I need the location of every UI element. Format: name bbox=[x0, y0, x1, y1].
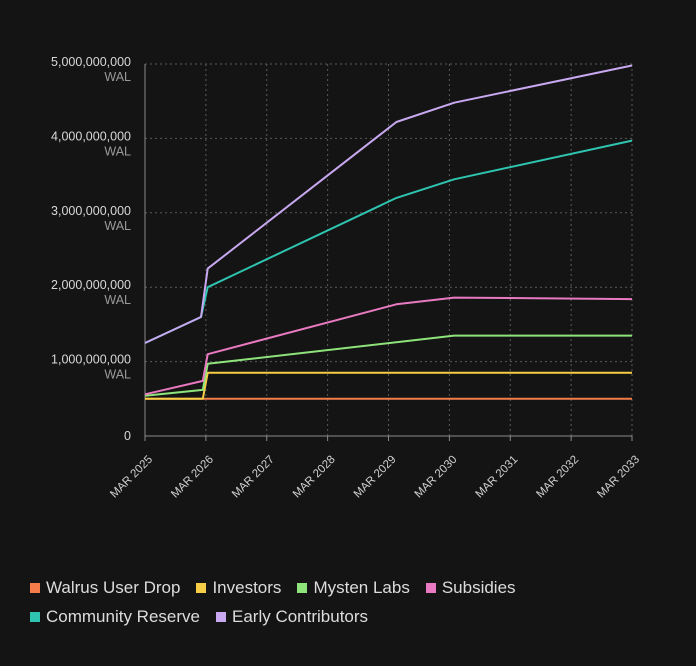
y-tick-label: 3,000,000,000 bbox=[51, 204, 131, 218]
series-line-investors bbox=[145, 371, 632, 400]
x-tick-label: MAR 2032 bbox=[534, 454, 581, 501]
series-line-subsidies bbox=[144, 296, 633, 396]
y-tick-unit: WAL bbox=[104, 293, 131, 307]
legend: Walrus User Drop Investors Mysten Labs Subs… bbox=[30, 578, 670, 626]
y-tick-label: 0 bbox=[124, 429, 131, 443]
legend-item: Early Contributors bbox=[216, 607, 368, 626]
y-tick-unit: WAL bbox=[104, 144, 131, 158]
legend-swatch bbox=[30, 582, 40, 593]
legend-label: Mysten Labs bbox=[313, 577, 410, 597]
legend-item: Subsidies bbox=[425, 577, 516, 597]
y-tick-unit: WAL bbox=[104, 368, 131, 382]
x-tick-label: MAR 2025 bbox=[108, 454, 155, 501]
x-tick-label: MAR 2030 bbox=[413, 454, 460, 501]
x-tick-label: MAR 2026 bbox=[169, 454, 216, 501]
y-tick-label: 4,000,000,000 bbox=[51, 129, 131, 143]
y-tick-label: 2,000,000,000 bbox=[51, 278, 131, 292]
x-tick-label: MAR 2033 bbox=[595, 454, 642, 501]
x-tick-label: MAR 2029 bbox=[352, 454, 399, 501]
legend-swatch bbox=[425, 582, 436, 593]
y-tick-label: 1,000,000,000 bbox=[51, 353, 131, 367]
legend-label: Subsidies bbox=[441, 577, 516, 597]
legend-label: Investors bbox=[212, 577, 282, 597]
legend-label: Community Reserve bbox=[46, 606, 200, 626]
x-tick-label: MAR 2027 bbox=[230, 454, 277, 501]
x-tick-label: MAR 2031 bbox=[473, 454, 520, 501]
x-tick-label: MAR 2028 bbox=[291, 454, 338, 501]
legend-item: Community Reserve bbox=[30, 607, 200, 626]
legend-swatch bbox=[216, 611, 226, 622]
y-tick-label: 5,000,000,000 bbox=[51, 55, 131, 69]
series-line-early-contributors bbox=[144, 64, 633, 344]
legend-item: Investors bbox=[196, 578, 281, 597]
legend-item: Walrus User Drop bbox=[30, 578, 180, 597]
legend-swatch bbox=[196, 582, 207, 593]
y-tick-unit: WAL bbox=[104, 219, 131, 233]
legend-item: Mysten Labs bbox=[297, 577, 410, 597]
y-tick-unit: WAL bbox=[104, 70, 131, 84]
legend-label: Early Contributors bbox=[232, 606, 369, 626]
legend-swatch bbox=[297, 582, 308, 593]
legend-swatch bbox=[30, 611, 40, 622]
chart-plot: 01,000,000,000WAL2,000,000,000WAL3,000,0… bbox=[51, 55, 642, 501]
series-line-mysten-labs bbox=[144, 334, 632, 397]
legend-label: Walrus User Drop bbox=[46, 577, 181, 597]
